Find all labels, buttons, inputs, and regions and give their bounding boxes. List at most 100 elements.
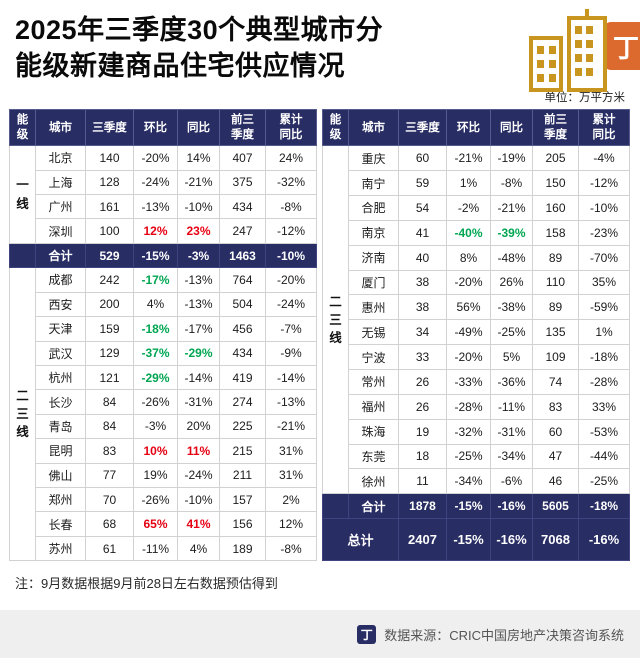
value-cell: 211 [219, 462, 266, 488]
table-row: 宁波 33 -20% 5% 109 -18% [323, 344, 630, 370]
value-cell: -37% [133, 340, 178, 366]
value-cell: 83 [532, 393, 579, 420]
value-cell: -29% [133, 364, 178, 391]
value-cell: 7068 [532, 518, 579, 562]
value-cell: 419 [219, 364, 266, 391]
value-cell: 31% [265, 462, 317, 488]
table-row: 苏州 61 -11% 4% 189 -8% [10, 535, 317, 562]
value-cell: 20% [177, 413, 220, 440]
value-cell: 225 [219, 413, 266, 440]
grand-total-label: 总计 [322, 518, 399, 562]
value-cell: -10% [177, 194, 220, 220]
value-cell: -70% [578, 244, 630, 271]
column-header: 三季度 [398, 109, 447, 147]
value-cell: 38 [398, 294, 447, 321]
value-cell: 60 [398, 145, 447, 172]
value-cell: -39% [490, 219, 533, 246]
table-row: 青岛 84 -3% 20% 225 -21% [10, 413, 317, 440]
value-cell: 110 [532, 269, 579, 296]
table-row: 济南 40 8% -48% 89 -70% [323, 244, 630, 271]
value-cell: -28% [446, 393, 491, 420]
value-cell: -29% [177, 340, 220, 366]
table-row: 南宁 59 1% -8% 150 -12% [323, 170, 630, 196]
table-row: 二三线成都 242 -17% -13% 764 -20% [9, 267, 317, 562]
value-cell: 40 [398, 244, 447, 271]
value-cell: 46 [532, 468, 579, 495]
table-row: 长沙 84 -26% -31% 274 -13% [10, 389, 317, 415]
table-row: 杭州 121 -29% -14% 419 -14% [10, 364, 317, 391]
value-cell: -8% [265, 535, 317, 562]
table-row: 二三线重庆 60 -21% -19% 205 -4% [322, 145, 630, 495]
value-cell: -20% [133, 145, 178, 171]
city-cell: 长沙 [35, 389, 86, 415]
value-cell: -23% [578, 219, 630, 246]
value-cell: -15% [446, 493, 491, 520]
value-cell: 157 [219, 486, 266, 513]
value-cell: -12% [265, 218, 317, 244]
subtotal-row: 合计 1878 -15% -16% 5605 -18% [322, 493, 630, 520]
blank-cell [9, 242, 36, 269]
table-row: 一线北京 140 -20% 14% 407 24% [9, 145, 317, 244]
value-cell: -16% [578, 518, 630, 562]
value-cell: 5% [490, 344, 533, 370]
value-cell: -8% [265, 194, 317, 220]
subtotal-label: 合计 [35, 242, 86, 269]
value-cell: 1% [446, 170, 491, 196]
table-row: 合肥 54 -2% -21% 160 -10% [323, 194, 630, 221]
value-cell: -24% [133, 169, 178, 196]
subtotal-label: 合计 [348, 493, 399, 520]
city-cell: 惠州 [348, 294, 399, 321]
value-cell: -53% [578, 418, 630, 445]
value-cell: 70 [85, 486, 134, 513]
value-cell: -25% [578, 468, 630, 495]
value-cell: -14% [265, 364, 317, 391]
city-cell: 西安 [35, 291, 86, 318]
value-cell: 56% [446, 294, 491, 321]
value-cell: -24% [177, 462, 220, 488]
city-cell: 宁波 [348, 344, 399, 370]
value-cell: -10% [177, 486, 220, 513]
table-row: 珠海 19 -32% -31% 60 -53% [323, 418, 630, 445]
city-cell: 广州 [35, 194, 86, 220]
city-cell: 天津 [35, 316, 86, 342]
column-header: 同比 [177, 109, 220, 147]
value-cell: -25% [490, 319, 533, 346]
value-cell: 247 [219, 218, 266, 244]
value-cell: 31% [265, 438, 317, 464]
value-cell: 205 [532, 145, 579, 172]
city-cell: 无锡 [348, 319, 399, 346]
value-cell: 11 [398, 468, 447, 495]
table-row: 天津 159 -18% -17% 456 -7% [10, 316, 317, 342]
value-cell: 26 [398, 393, 447, 420]
value-cell: 14% [177, 145, 220, 171]
value-cell: 150 [532, 170, 579, 196]
value-cell: -21% [446, 145, 491, 172]
city-cell: 重庆 [348, 145, 399, 172]
value-cell: 65% [133, 511, 178, 537]
value-cell: 4% [177, 535, 220, 562]
value-cell: 19% [133, 462, 178, 488]
table-row: 郑州 70 -26% -10% 157 2% [10, 486, 317, 513]
city-cell: 徐州 [348, 468, 399, 495]
city-cell: 成都 [35, 267, 86, 293]
value-cell: 11% [177, 438, 220, 464]
value-cell: -38% [490, 294, 533, 321]
brand-logo-icon: 丁 [357, 624, 377, 644]
value-cell: -11% [133, 535, 178, 562]
value-cell: 54 [398, 194, 447, 221]
table-row: 深圳 100 12% 23% 247 -12% [10, 218, 317, 244]
value-cell: -10% [265, 242, 317, 269]
value-cell: 129 [85, 340, 134, 366]
table-row: 徐州 11 -34% -6% 46 -25% [323, 468, 630, 495]
value-cell: 274 [219, 389, 266, 415]
value-cell: -9% [265, 340, 317, 366]
value-cell: -19% [490, 145, 533, 172]
value-cell: 764 [219, 267, 266, 293]
value-cell: 84 [85, 389, 134, 415]
value-cell: -3% [177, 242, 220, 269]
value-cell: 128 [85, 169, 134, 196]
value-cell: 41 [398, 219, 447, 246]
value-cell: 68 [85, 511, 134, 537]
value-cell: 33 [398, 344, 447, 370]
value-cell: -12% [578, 170, 630, 196]
